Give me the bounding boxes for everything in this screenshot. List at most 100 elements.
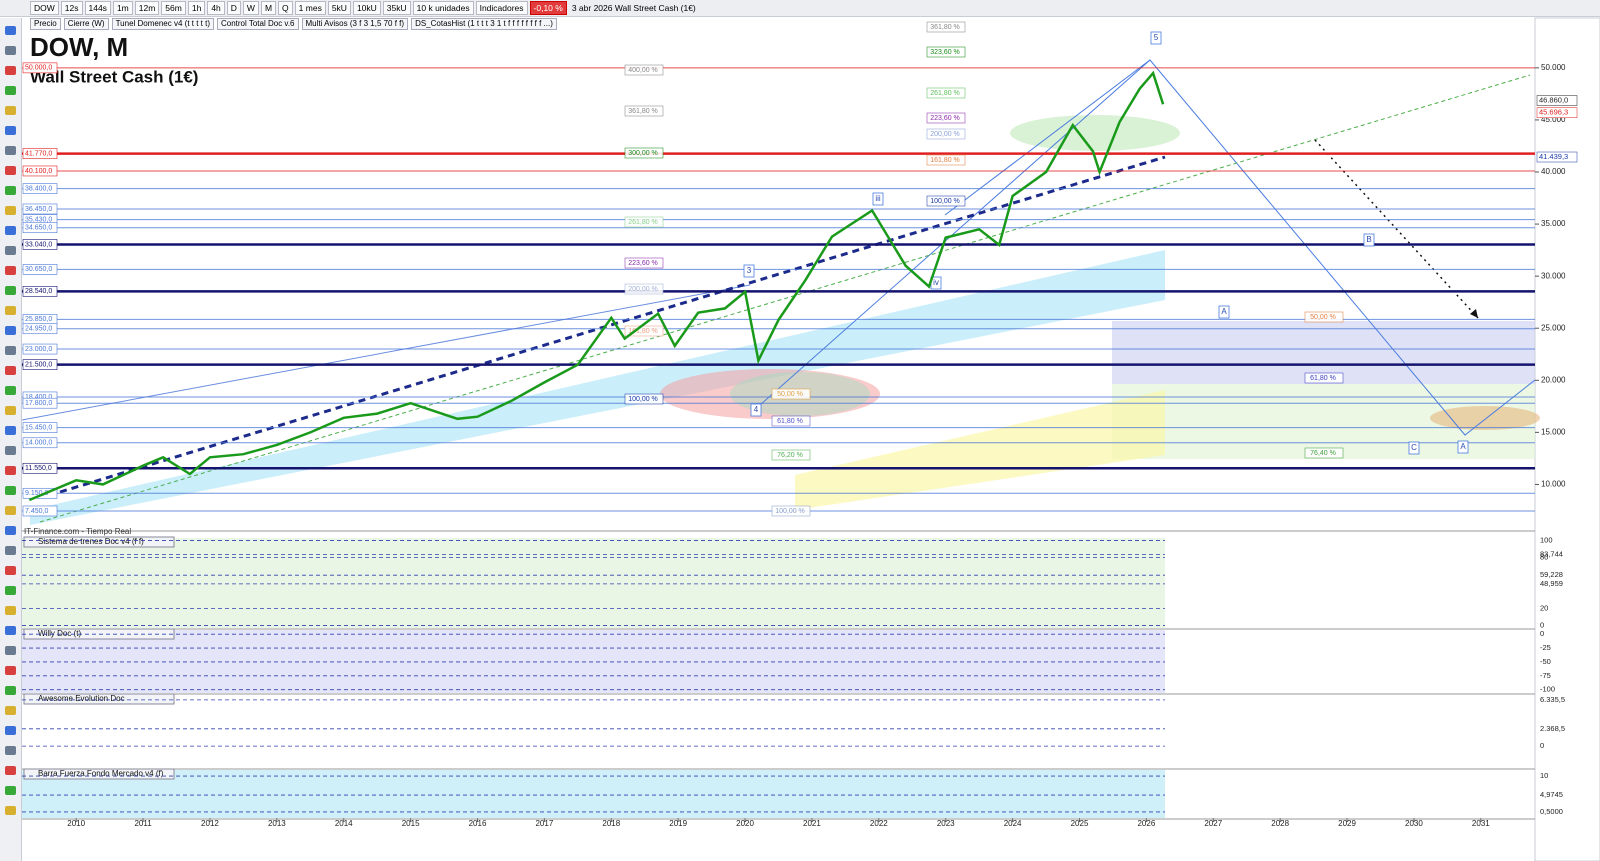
tool-icon[interactable] [5,366,16,375]
tool-icon[interactable] [5,726,16,735]
tool-icon[interactable] [5,286,16,295]
tool-icon[interactable] [5,346,16,355]
wave-tag-bg [1363,233,1375,247]
level-tag-bg [22,323,58,335]
level-tag-bg [22,462,58,474]
panel-tick-label: 4,9745 [1540,790,1563,799]
tool-icon[interactable] [5,706,16,715]
tool-icon[interactable] [5,266,16,275]
tool-icon[interactable] [5,606,16,615]
indicator-toggle[interactable]: Multi Avisos (3 f 3 1,5 70 f f) [301,18,409,30]
wave-label: B [1366,235,1371,244]
timeframe-button[interactable]: Q [278,1,293,15]
units-button[interactable]: 10kU [352,1,381,15]
symbol-selector[interactable]: DOW [30,1,59,15]
forecast-arrow [1314,139,1479,319]
timeframe-button[interactable]: 144s [84,1,111,15]
fib-label: 100,00 % [628,396,658,403]
tool-icon[interactable] [5,626,16,635]
timeframe-button[interactable]: W [242,1,259,15]
channel-line [21,284,751,421]
tool-icon[interactable] [5,746,16,755]
tool-icon[interactable] [5,46,16,55]
y-tick-label: 50.000 [1541,63,1566,72]
tool-icon[interactable] [5,526,16,535]
tool-icon[interactable] [5,446,16,455]
indicator-toggle[interactable]: Tunel Domenec v4 (t t t t t) [111,18,214,30]
level-tag-bg [22,505,58,517]
indicator-toggle[interactable]: Control Total Doc v.6 [216,18,299,30]
x-tick-label: 2021 [803,819,821,828]
tool-icon[interactable] [5,386,16,395]
tool-icon[interactable] [5,466,16,475]
tool-icon[interactable] [5,66,16,75]
tool-icon[interactable] [5,666,16,675]
tool-icon[interactable] [5,106,16,115]
panel-title: Awesome Evolution Doc [38,694,125,703]
tool-icon[interactable] [5,486,16,495]
indicator-toggle[interactable]: Cierre (W) [63,18,109,30]
x-tick-label: 2022 [870,819,888,828]
units-selector[interactable]: 10 k unidades [412,1,474,15]
tool-icon[interactable] [5,206,16,215]
level-label: 40.100,0 [25,168,52,175]
timeframe-button[interactable]: M [260,1,277,15]
timeframe-button[interactable]: 12m [134,1,160,15]
units-button[interactable]: 35kU [382,1,411,15]
y-tick-label: 30.000 [1541,271,1566,280]
chart-title: DOW, M [30,32,128,62]
tool-icon[interactable] [5,406,16,415]
units-button[interactable]: 5kU [327,1,351,15]
tool-icon[interactable] [5,766,16,775]
tool-icon[interactable] [5,226,16,235]
timeframe-button[interactable]: 56m [161,1,186,15]
x-tick-label: 2012 [201,819,219,828]
indicator-toggle[interactable]: DS_CotasHist (1 t t t 3 1 t f f f f f f … [411,18,557,30]
tool-icon[interactable] [5,506,16,515]
level-tag-bg [22,148,58,159]
tool-icon[interactable] [5,306,16,315]
drawing-tools-sidebar [0,18,22,861]
wave-label: 3 [747,266,752,275]
timeframe-button[interactable]: D [226,1,241,15]
level-label: 41.770,0 [25,150,52,157]
level-label: 17.800,0 [25,400,52,407]
panel-tick-label: 0,5000 [1540,807,1563,816]
tool-icon[interactable] [5,86,16,95]
tool-icon[interactable] [5,186,16,195]
tool-icon[interactable] [5,786,16,795]
fib-tag-bg [926,154,966,166]
wave-tag-bg [743,264,755,278]
fib-label: 261,80 % [628,219,658,226]
tool-icon[interactable] [5,686,16,695]
tool-icon[interactable] [5,566,16,575]
tool-icon[interactable] [5,426,16,435]
tool-icon[interactable] [5,126,16,135]
timeframe-button[interactable]: 4h [207,1,225,15]
timeframe-button[interactable]: 1m [112,1,133,15]
level-tag-bg [22,359,58,370]
tool-icon[interactable] [5,246,16,255]
tool-icon[interactable] [5,146,16,155]
tool-icon[interactable] [5,326,16,335]
tool-icon[interactable] [5,166,16,175]
tool-icon[interactable] [5,546,16,555]
wave-tag-bg [1150,31,1162,45]
period-selector[interactable]: 1 mes [294,1,326,15]
level-tag-bg [22,264,58,275]
indicator-legend-bar: Precio Cierre (W) Tunel Domenec v4 (t t t … [30,18,557,30]
indicator-toggle[interactable]: Precio [30,18,61,30]
tool-icon[interactable] [5,806,16,815]
indicators-button[interactable]: Indicadores [475,1,528,15]
fib-tag-bg [926,195,966,207]
wave-tag-bg [1457,440,1469,454]
timeframe-button[interactable]: 1h [187,1,206,15]
timeframe-button[interactable]: 12s [60,1,83,15]
fib-tag-bg [771,388,811,400]
wave-label: iii [875,194,881,203]
tool-icon[interactable] [5,586,16,595]
panel-tick-label: 2.368,5 [1540,724,1565,733]
tool-icon[interactable] [5,646,16,655]
tool-icon[interactable] [5,26,16,35]
fib-label: 76,40 % [1310,450,1336,457]
